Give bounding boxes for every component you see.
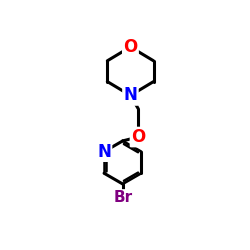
Text: N: N xyxy=(97,143,111,161)
Text: Br: Br xyxy=(113,190,132,205)
Text: O: O xyxy=(131,128,145,146)
Text: N: N xyxy=(124,86,137,104)
Text: O: O xyxy=(123,38,138,56)
